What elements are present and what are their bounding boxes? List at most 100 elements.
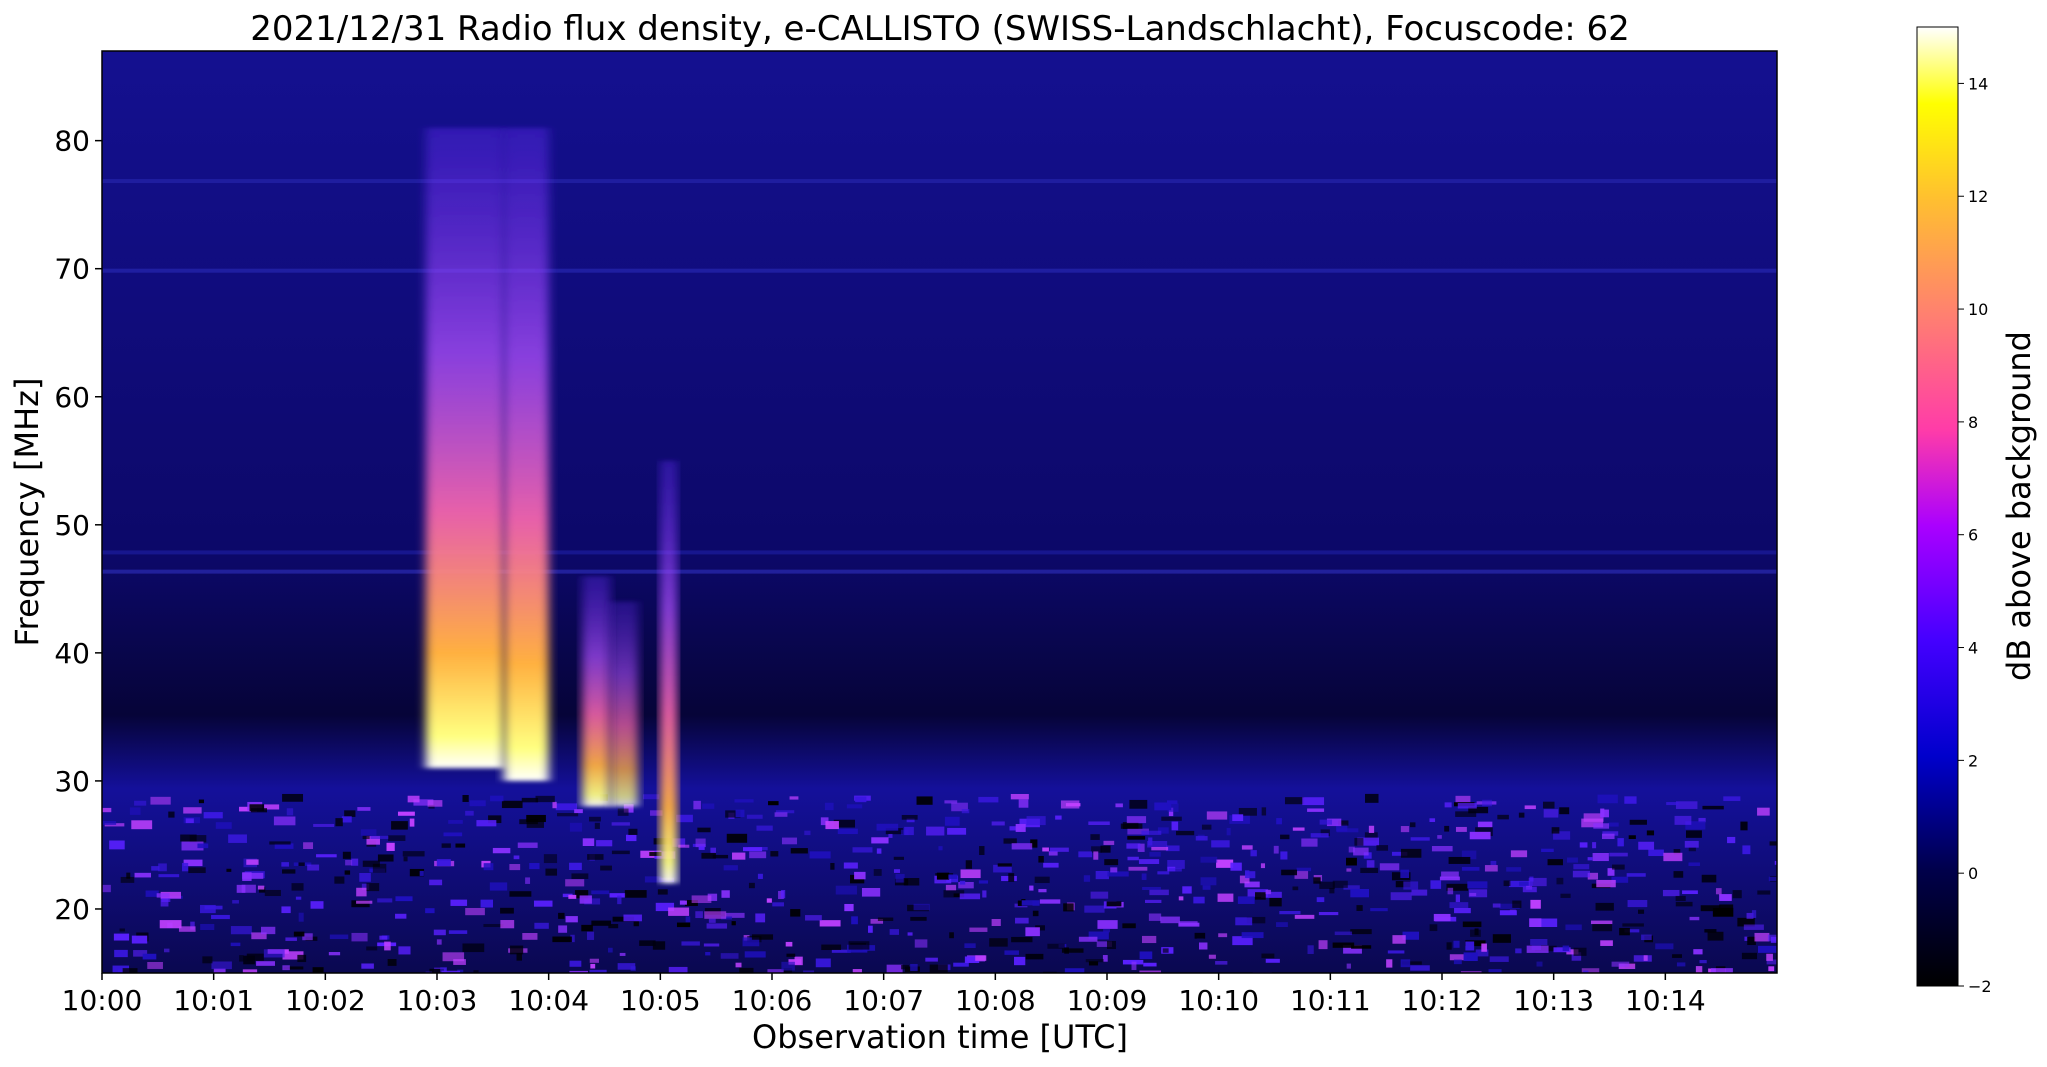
noise-pixel [453, 959, 466, 965]
noise-pixel [732, 852, 746, 860]
noise-pixel [1624, 929, 1640, 933]
noise-pixel [1587, 872, 1599, 880]
noise-pixel [705, 951, 711, 956]
noise-pixel [1528, 877, 1547, 887]
noise-pixel [1592, 853, 1609, 862]
noise-pixel [871, 837, 889, 844]
noise-pixel [804, 830, 811, 836]
noise-pixel [1346, 868, 1352, 872]
noise-pixel [521, 797, 539, 803]
noise-pixel [122, 968, 138, 973]
noise-pixel [543, 854, 558, 864]
noise-pixel [755, 913, 766, 923]
noise-pixel [1449, 954, 1471, 961]
noise-pixel [772, 902, 784, 907]
noise-pixel [1032, 910, 1039, 917]
noise-pixel [200, 923, 215, 931]
noise-pixel [964, 956, 980, 963]
noise-pixel [1754, 932, 1770, 942]
noise-pixel [1332, 942, 1355, 948]
noise-pixel [1096, 941, 1113, 947]
noise-pixel [910, 963, 918, 972]
noise-pixel [1269, 897, 1282, 907]
noise-pixel [1039, 899, 1061, 904]
noise-pixel [959, 880, 966, 885]
noise-pixel [565, 916, 578, 923]
noise-pixel [1590, 920, 1613, 925]
noise-pixel [1515, 948, 1522, 954]
noise-pixel [455, 843, 466, 848]
noise-pixel [901, 964, 909, 970]
noise-pixel [1638, 909, 1645, 914]
noise-pixel [1512, 900, 1522, 908]
noise-pixel [848, 941, 870, 950]
noise-pixel [126, 872, 131, 879]
noise-pixel [1411, 889, 1428, 896]
noise-pixel [246, 953, 264, 961]
x-tick-label: 10:04 [508, 984, 589, 1017]
noise-pixel [906, 818, 915, 823]
noise-pixel [366, 883, 380, 892]
noise-pixel [1400, 826, 1410, 833]
noise-pixel [617, 895, 622, 905]
noise-pixel [1319, 819, 1332, 825]
noise-pixel [457, 969, 464, 973]
noise-pixel [362, 860, 380, 867]
radio-bursts [425, 127, 678, 884]
x-tick-label: 10:12 [1402, 984, 1483, 1017]
noise-pixel [1015, 823, 1026, 832]
noise-pixel [465, 810, 474, 816]
noise-pixel [1742, 845, 1751, 855]
noise-pixel [1042, 847, 1049, 852]
noise-pixel [721, 916, 733, 920]
noise-pixel [1774, 860, 1777, 865]
noise-pixel [1641, 934, 1652, 941]
noise-pixel [904, 826, 914, 836]
noise-pixel [1583, 970, 1589, 973]
noise-pixel [1126, 816, 1147, 824]
noise-pixel [600, 865, 612, 871]
noise-pixel [509, 864, 521, 871]
noise-pixel [649, 852, 662, 856]
noise-pixel [1100, 845, 1111, 853]
noise-pixel [589, 958, 599, 963]
noise-pixel [749, 851, 767, 859]
noise-pixel [913, 903, 930, 911]
noise-pixel [1097, 920, 1118, 929]
noise-pixel [1279, 911, 1301, 915]
noise-pixel [1165, 845, 1180, 852]
noise-pixel [873, 869, 882, 876]
noise-pixel [1675, 801, 1698, 809]
noise-pixel [701, 852, 716, 859]
noise-pixel [282, 965, 290, 971]
noise-pixel [587, 854, 604, 860]
noise-pixel [1492, 934, 1511, 943]
noise-pixel [263, 949, 285, 958]
noise-pixel [534, 922, 549, 929]
noise-pixel [1712, 907, 1734, 917]
noise-pixel [1353, 847, 1369, 856]
noise-pixel [1617, 838, 1624, 847]
noise-pixel [1296, 867, 1312, 872]
noise-pixel [1103, 929, 1110, 933]
noise-pixel [1091, 846, 1102, 853]
noise-pixel [1719, 894, 1732, 901]
noise-pixel [1215, 961, 1228, 965]
noise-pixel [958, 881, 974, 889]
noise-pixel [1336, 828, 1359, 833]
noise-pixel [1455, 811, 1477, 817]
noise-pixel [903, 877, 920, 886]
noise-pixel [929, 964, 948, 973]
noise-pixel [1700, 905, 1721, 912]
noise-pixel [1547, 859, 1563, 866]
noise-pixel [633, 921, 639, 927]
noise-pixel [1201, 824, 1212, 830]
noise-pixel [1566, 949, 1579, 955]
noise-pixel [462, 795, 469, 802]
noise-pixel [609, 893, 627, 898]
noise-pixel [1497, 814, 1509, 820]
noise-pixel [1601, 833, 1615, 840]
x-tick-label: 10:03 [397, 984, 478, 1017]
burst-mark [504, 127, 549, 781]
noise-pixel [948, 874, 958, 879]
